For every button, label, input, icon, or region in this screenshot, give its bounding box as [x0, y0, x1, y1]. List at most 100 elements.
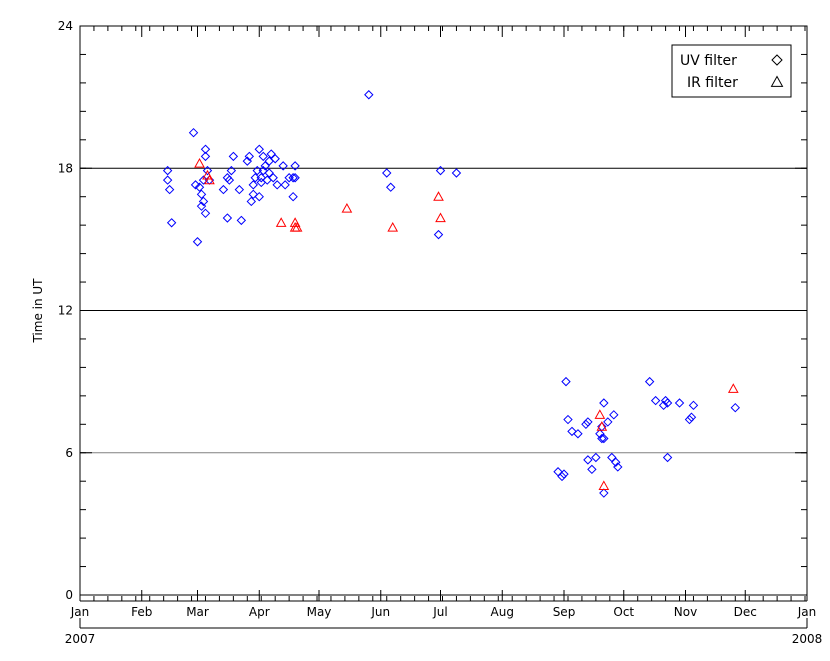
uv-point	[686, 412, 697, 422]
uv-point	[433, 229, 444, 240]
uv-point	[290, 161, 300, 171]
uv-point	[553, 467, 563, 477]
uv-point	[256, 173, 266, 183]
uv-point	[250, 173, 260, 183]
x-tick-label: Mar	[186, 605, 209, 619]
ir-point	[291, 221, 303, 232]
uv-point	[611, 457, 621, 467]
uv-point	[644, 376, 655, 387]
x-tick-label: Jun	[370, 605, 390, 619]
uv-point	[270, 154, 280, 164]
ir-point	[387, 221, 399, 232]
uv-point	[583, 417, 593, 427]
x-tick-label: Sep	[553, 605, 576, 619]
uv-point	[607, 452, 617, 463]
uv-point	[684, 414, 695, 425]
uv-point	[166, 218, 177, 228]
uv-point	[192, 237, 203, 247]
ir-point	[435, 212, 446, 223]
legend: UV filter IR filter	[671, 44, 792, 98]
uv-point	[688, 400, 699, 411]
reference-lines	[80, 167, 807, 454]
plot-frame	[79, 25, 808, 596]
uv-point	[674, 398, 685, 408]
uv-point	[258, 151, 268, 162]
ir-point	[598, 480, 610, 491]
ir-point	[433, 191, 444, 201]
uv-point	[200, 144, 211, 154]
y-axis-title: Time in UT	[31, 278, 45, 344]
uv-point	[190, 180, 201, 190]
uv-point	[278, 161, 288, 171]
uv-point	[272, 180, 282, 190]
x-tick-label: Nov	[674, 605, 697, 619]
uv-point	[382, 168, 392, 178]
uv-point	[364, 90, 374, 100]
uv-point	[581, 419, 591, 430]
ir-point	[341, 203, 353, 213]
uv-point	[248, 180, 258, 190]
x-tick-label: Feb	[131, 605, 152, 619]
uv-point	[268, 173, 278, 183]
uv-point	[583, 455, 593, 465]
legend-uv-filter: UV filter	[680, 53, 737, 69]
ir-point	[204, 174, 215, 185]
uv-point	[597, 433, 607, 444]
legend-diamond	[771, 54, 783, 66]
uv-point	[386, 182, 396, 192]
x-tick-label: Jul	[432, 605, 447, 619]
legend-triangle	[770, 75, 784, 87]
uv-point	[567, 426, 577, 437]
uv-point	[573, 429, 583, 439]
uv-point	[603, 417, 613, 427]
uv-point	[196, 189, 207, 200]
uv-point	[248, 189, 258, 200]
uv-point	[226, 165, 237, 176]
uv-point	[599, 488, 609, 498]
uv-point	[234, 184, 245, 195]
ir-point	[727, 383, 739, 393]
uv-point	[280, 180, 290, 190]
y-tick-label: 18	[58, 161, 73, 175]
x-tick-label: Oct	[613, 605, 634, 619]
year-label: 2008	[792, 632, 823, 646]
uv-point	[587, 464, 597, 475]
ir-point	[275, 217, 287, 227]
uv-point	[613, 462, 623, 472]
uv-point	[202, 165, 213, 176]
uv-point	[730, 402, 741, 413]
x-tick-label: Apr	[249, 605, 270, 619]
y-axis: 0 6 12 18 24	[58, 19, 807, 602]
y-tick-label: 6	[65, 446, 73, 460]
ir-point	[596, 421, 608, 431]
data-points	[162, 90, 741, 498]
uv-point	[563, 414, 573, 425]
year-label: 2007	[65, 632, 96, 646]
uv-point	[194, 182, 205, 192]
ir-point	[194, 157, 205, 168]
y-tick-label: 12	[58, 304, 73, 318]
legend-ir-filter: IR filter	[687, 75, 738, 91]
x-tick-label: Aug	[491, 605, 514, 619]
uv-point	[266, 149, 276, 159]
uv-point	[188, 127, 199, 138]
uv-point	[559, 469, 569, 479]
x-tick-label: May	[307, 605, 332, 619]
uv-point	[228, 151, 239, 162]
uv-point	[451, 168, 462, 178]
diamond-icon	[771, 54, 783, 66]
uv-point	[599, 398, 609, 408]
y-tick-label: 0	[65, 588, 73, 602]
x-tick-label: Jan	[797, 605, 817, 619]
uv-point	[162, 165, 173, 176]
y-tick-label: 24	[58, 19, 73, 33]
uv-point	[198, 196, 209, 207]
uv-point	[244, 151, 255, 162]
x-tick-label: Dec	[734, 605, 757, 619]
uv-point	[591, 452, 601, 463]
uv-point	[561, 376, 571, 387]
uv-point	[200, 151, 211, 162]
uv-point	[222, 213, 233, 223]
uv-point	[218, 184, 229, 195]
